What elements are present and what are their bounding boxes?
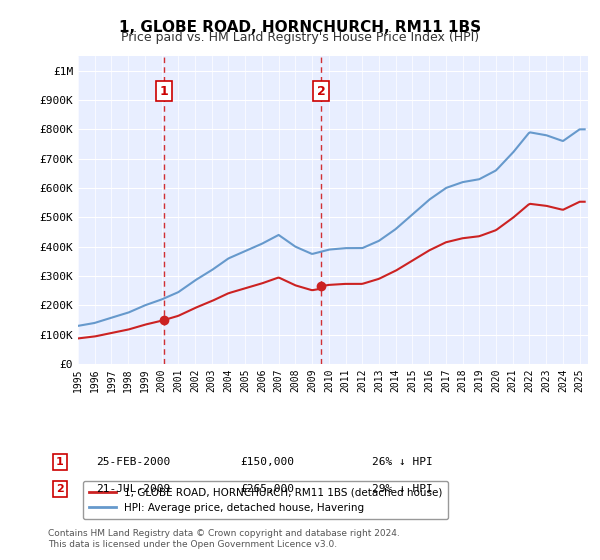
Text: 1, GLOBE ROAD, HORNCHURCH, RM11 1BS: 1, GLOBE ROAD, HORNCHURCH, RM11 1BS	[119, 20, 481, 35]
Text: Price paid vs. HM Land Registry's House Price Index (HPI): Price paid vs. HM Land Registry's House …	[121, 31, 479, 44]
Text: £150,000: £150,000	[240, 457, 294, 467]
Text: 1: 1	[56, 457, 64, 467]
Text: 21-JUL-2009: 21-JUL-2009	[96, 484, 170, 494]
Text: 26% ↓ HPI: 26% ↓ HPI	[372, 457, 433, 467]
Text: Contains HM Land Registry data © Crown copyright and database right 2024.
This d: Contains HM Land Registry data © Crown c…	[48, 529, 400, 549]
Text: 25-FEB-2000: 25-FEB-2000	[96, 457, 170, 467]
Text: 1: 1	[160, 85, 169, 97]
Text: 29% ↓ HPI: 29% ↓ HPI	[372, 484, 433, 494]
Text: £265,000: £265,000	[240, 484, 294, 494]
Text: 2: 2	[317, 85, 326, 97]
Text: 2: 2	[56, 484, 64, 494]
Legend: 1, GLOBE ROAD, HORNCHURCH, RM11 1BS (detached house), HPI: Average price, detach: 1, GLOBE ROAD, HORNCHURCH, RM11 1BS (det…	[83, 481, 448, 519]
